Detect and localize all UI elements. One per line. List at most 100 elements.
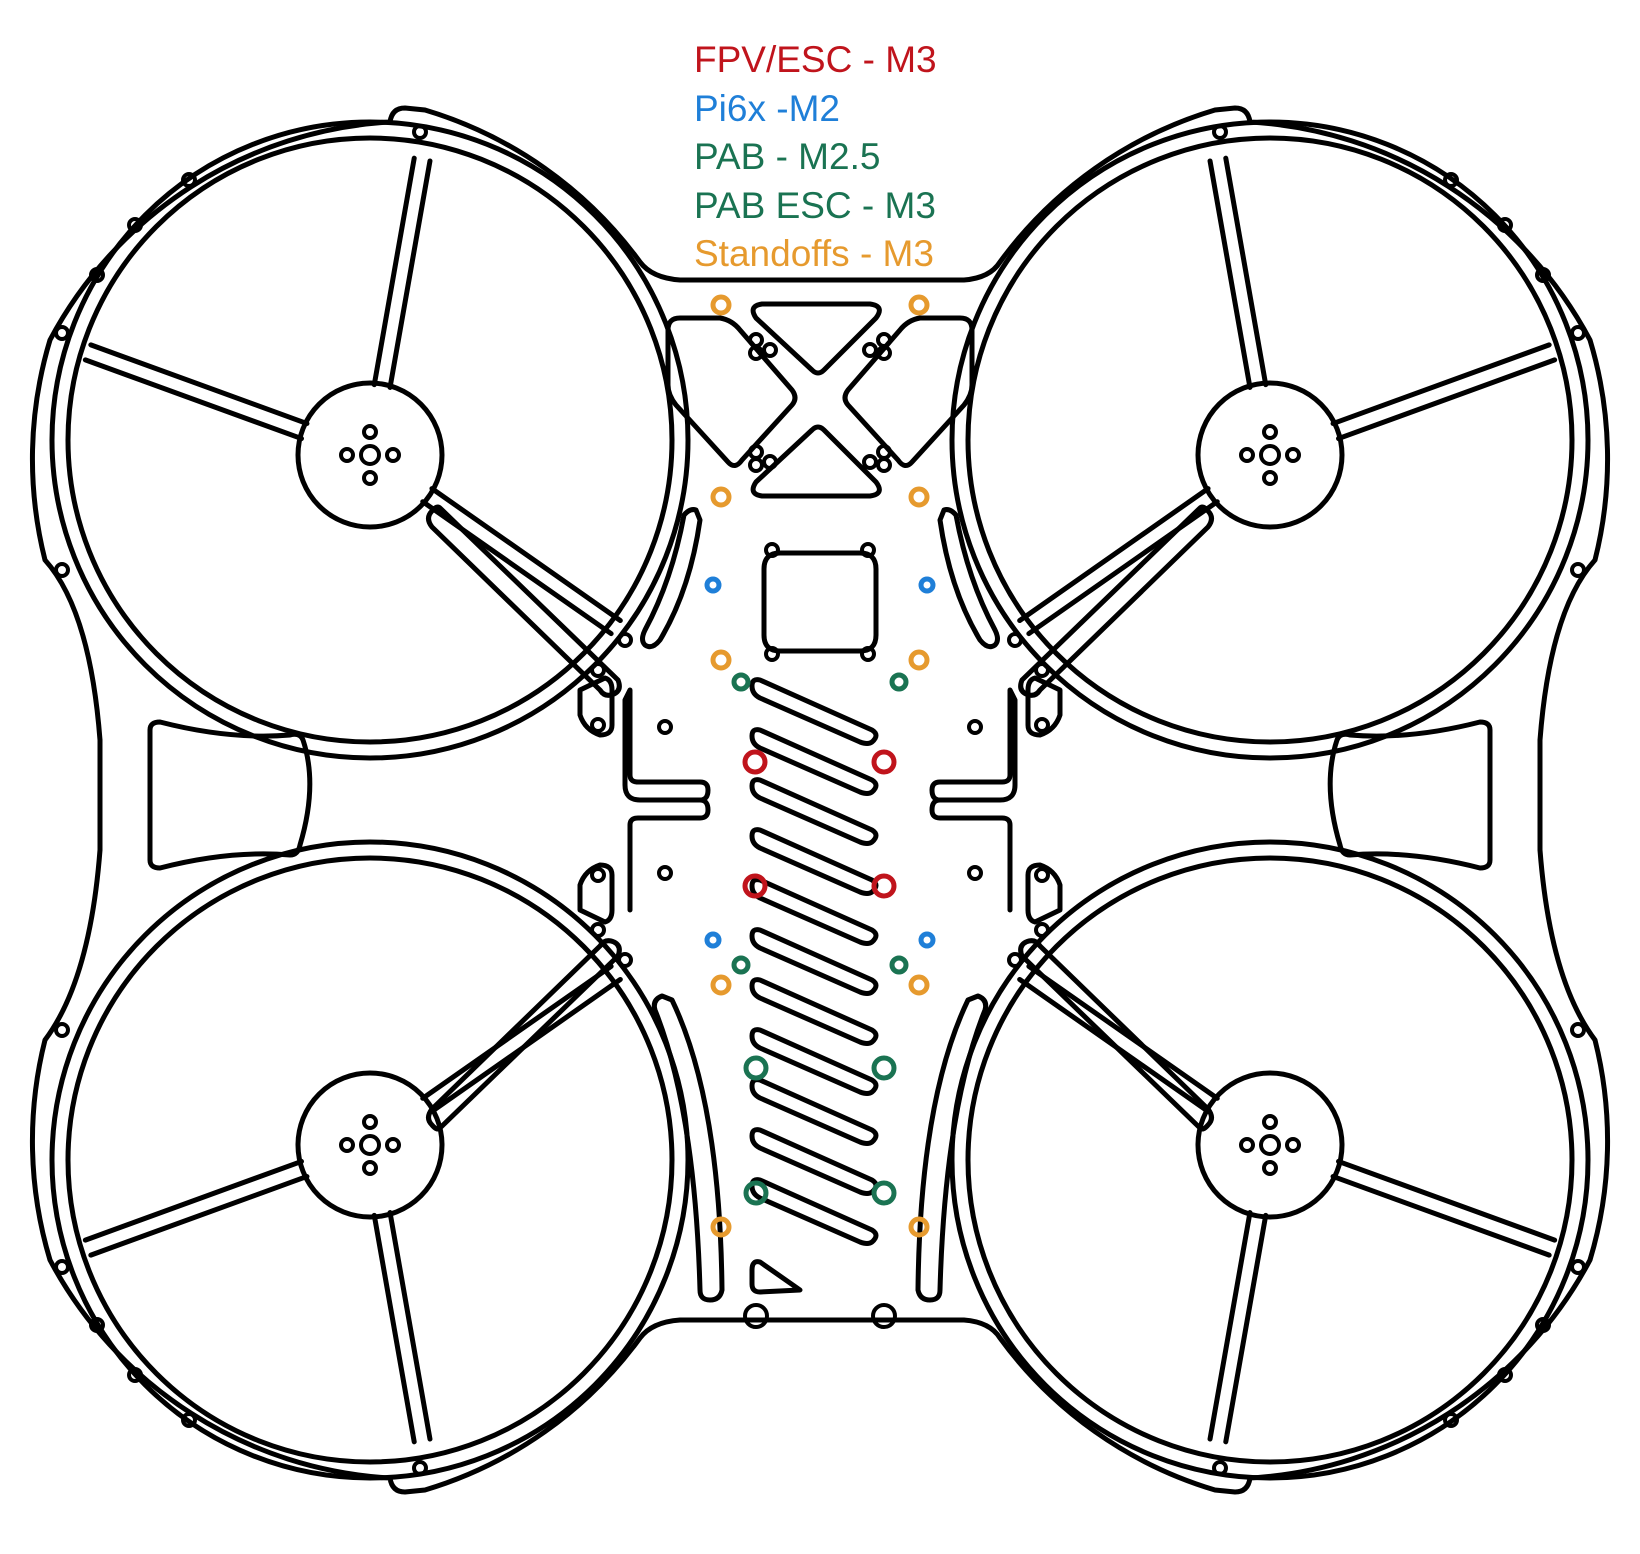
spoke-line — [387, 1210, 433, 1442]
legend-pab-esc: PAB ESC - M3 — [694, 184, 936, 226]
motor-screw-hole — [385, 1137, 401, 1153]
center-x-bottom-cutout — [750, 424, 882, 499]
frame-hole — [748, 457, 764, 473]
rim-hole — [1497, 217, 1513, 233]
spoke-line — [1330, 342, 1552, 427]
standoff-hole — [908, 649, 930, 671]
frame-hole — [876, 332, 892, 348]
legend-fpv-esc: FPV/ESC - M3 — [694, 39, 937, 80]
rim-hole — [617, 952, 633, 968]
notch-right-upper — [929, 687, 1018, 803]
tail-cutout — [749, 1259, 803, 1295]
spoke-line — [371, 155, 417, 388]
spoke-line — [429, 486, 623, 624]
motor-screw-hole — [362, 1160, 378, 1176]
frame-hole — [743, 1303, 769, 1329]
spoke-line — [1336, 357, 1558, 442]
frame-outline — [29, 105, 1611, 1495]
frame-hole — [862, 454, 878, 470]
center-x-right-cutout — [842, 315, 975, 468]
frame-hole — [862, 342, 878, 358]
motor-center-hole — [359, 444, 381, 466]
tab-right-lower — [1025, 862, 1063, 925]
spoke-line — [1017, 486, 1211, 624]
rim-hole — [89, 267, 105, 283]
motor-screw-hole — [1239, 1137, 1255, 1153]
arm-slot-bottom-right — [1018, 938, 1214, 1132]
pi6x-hole — [704, 576, 722, 594]
rim-hole — [1570, 562, 1586, 578]
legend-standoffs: Standoffs - M3 — [694, 233, 934, 274]
spoke-line — [1330, 1173, 1552, 1258]
center-x-top-cutout — [750, 301, 882, 376]
frame-hole — [748, 444, 764, 460]
curve-slot-upper-left — [640, 507, 703, 650]
rim-hole — [1034, 922, 1050, 938]
pab-esc-hole — [743, 1055, 769, 1081]
spoke-line — [88, 1173, 310, 1258]
standoff-hole — [710, 1216, 732, 1238]
standoff-hole — [908, 294, 930, 316]
battery-slot — [749, 727, 879, 796]
rim-hole — [967, 719, 983, 735]
legend-pi6x: Pi6x -M2 — [694, 87, 840, 129]
standoff-hole — [710, 974, 732, 996]
rim-hole — [1034, 717, 1050, 733]
rim-hole — [89, 1317, 105, 1333]
rim-hole — [617, 632, 633, 648]
spoke-line — [420, 963, 614, 1101]
battery-slot — [749, 927, 879, 996]
motor-hub — [295, 380, 445, 530]
rotor-ring-top-left — [49, 119, 691, 761]
rim-hole — [590, 662, 606, 678]
frame-hole — [876, 444, 892, 460]
frame-hole — [860, 646, 876, 662]
curve-slot-lower-left — [651, 993, 725, 1303]
spoke-line — [88, 342, 310, 427]
battery-slot — [749, 877, 879, 946]
fpv-esc-hole — [871, 749, 897, 775]
fpv-esc-hole — [871, 873, 897, 899]
frame-hole — [762, 342, 778, 358]
spoke-line — [371, 1212, 417, 1445]
fpv-esc-hole — [742, 749, 768, 775]
rim-hole — [127, 1367, 143, 1383]
rim-hole — [1034, 662, 1050, 678]
frame-hole — [860, 542, 876, 558]
arm-slot-top-right — [1018, 504, 1214, 698]
motor-screw-hole — [1262, 470, 1278, 486]
motor-screw-hole — [1285, 447, 1301, 463]
rim-hole — [1034, 867, 1050, 883]
battery-slot — [749, 1077, 879, 1146]
curve-slot-upper-right — [937, 507, 1000, 650]
rotor-ring-top-right — [949, 119, 1591, 761]
pi6x-hole — [704, 931, 722, 949]
rotor-ring-bottom-left — [49, 839, 691, 1481]
rim-hole — [1535, 267, 1551, 283]
pi6x-hole — [918, 576, 936, 594]
motor-hub — [295, 1070, 445, 1220]
pab-esc-hole — [871, 1180, 897, 1206]
rim-hole — [590, 717, 606, 733]
rim-hole — [1570, 325, 1586, 341]
standoff-hole — [908, 974, 930, 996]
spoke-line — [1207, 158, 1253, 390]
mounting-holes — [54, 124, 1586, 1476]
arm-slot-top-left — [426, 504, 622, 698]
battery-slot — [749, 677, 879, 746]
pab-esc-hole — [871, 1055, 897, 1081]
motor-center-hole — [1259, 444, 1281, 466]
rim-hole — [1535, 1317, 1551, 1333]
tab-right-upper — [1025, 675, 1063, 738]
motor-screw-hole — [362, 1114, 378, 1130]
rim-hole — [54, 1022, 70, 1038]
rim-hole — [181, 1412, 197, 1428]
motor-screw-hole — [339, 1137, 355, 1153]
standoff-hole — [710, 649, 732, 671]
motor-screw-hole — [362, 424, 378, 440]
notch-left-lower — [627, 797, 711, 913]
motor-screw-hole — [1262, 424, 1278, 440]
spoke-line — [1223, 155, 1269, 388]
frame-hole — [762, 454, 778, 470]
